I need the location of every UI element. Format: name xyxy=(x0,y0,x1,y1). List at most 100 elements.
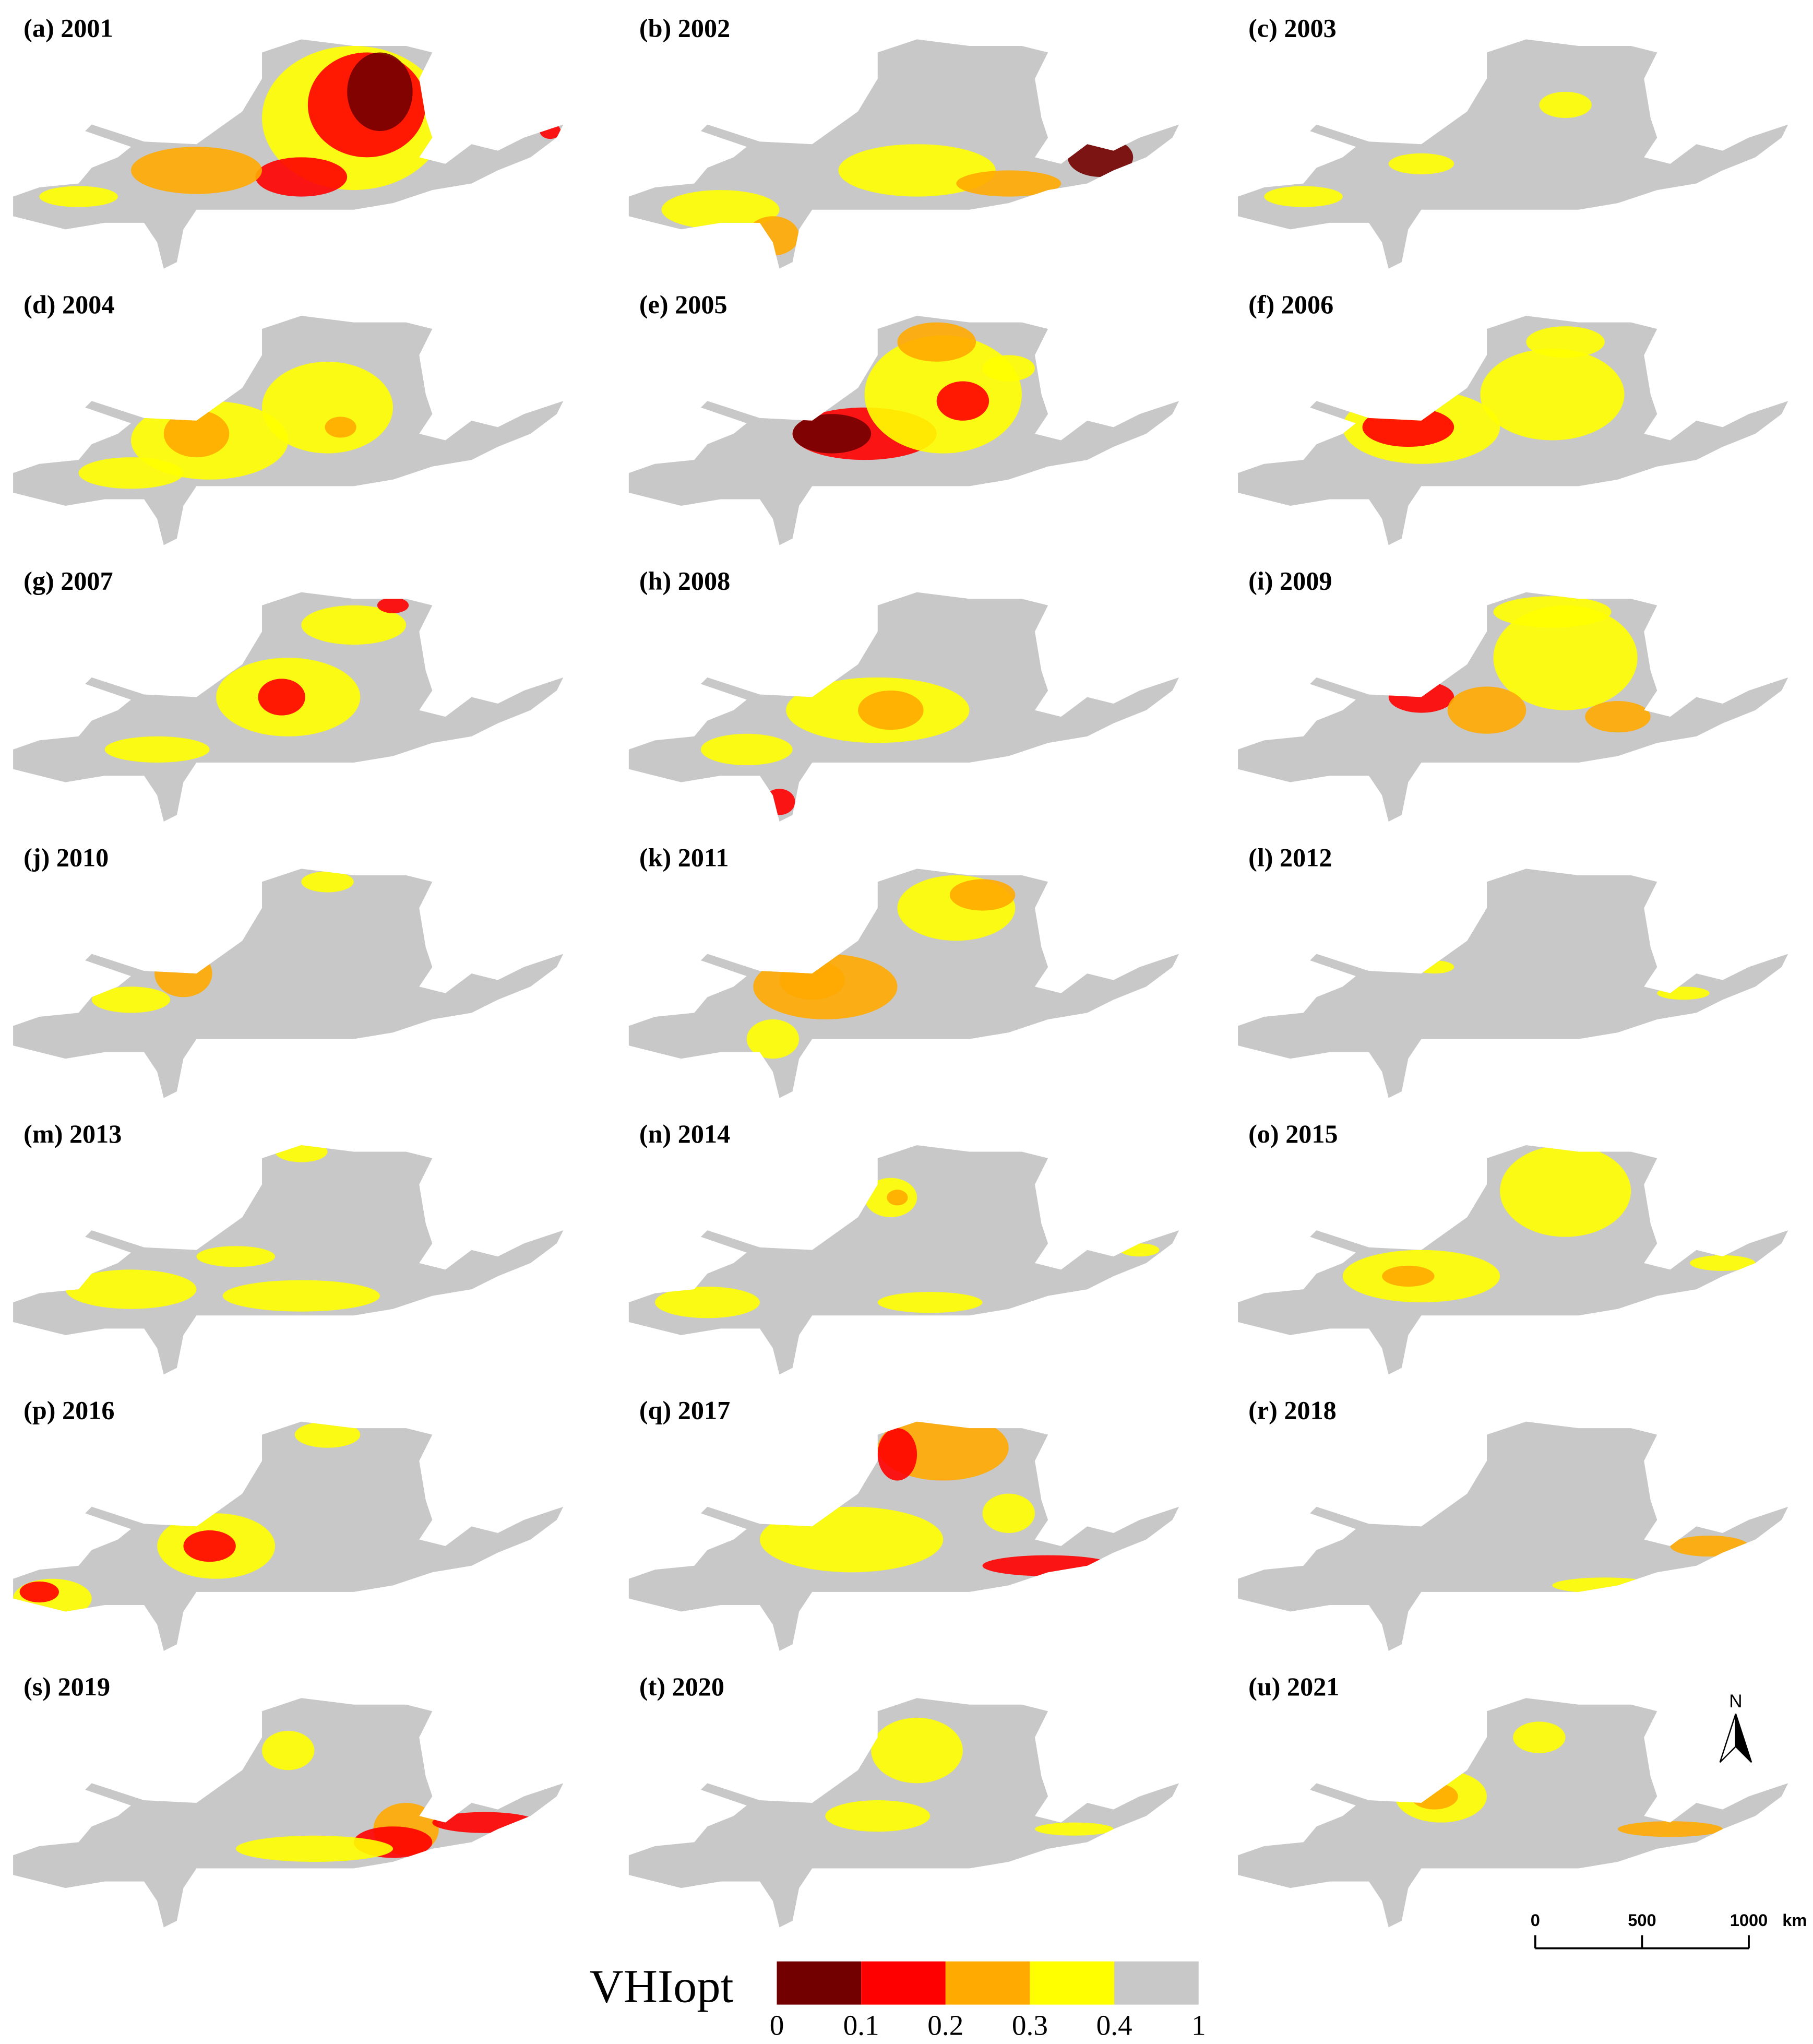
drought-patch xyxy=(1447,686,1526,734)
panel-label: (b) 2002 xyxy=(639,13,730,42)
drought-patch xyxy=(949,879,1016,911)
drought-patch xyxy=(255,157,348,197)
drought-patch xyxy=(746,216,800,256)
drought-patches xyxy=(78,361,393,489)
drought-patch xyxy=(812,65,865,92)
drought-patch xyxy=(779,960,845,1000)
legend-tick-label: 0.3 xyxy=(1012,2009,1048,2041)
drought-patch xyxy=(39,186,118,207)
legend-swatch xyxy=(777,1961,862,2005)
drought-patch xyxy=(258,679,305,716)
drought-patch xyxy=(1388,153,1454,174)
north-arrow: N xyxy=(1719,1691,1752,1763)
basin-map xyxy=(13,869,564,1098)
map-panel: (u) 2021 xyxy=(1238,1672,1788,1928)
scale-bar: km 0 500 1000 xyxy=(1531,1910,1807,1950)
map-panel: (k) 2011 xyxy=(628,842,1179,1098)
drought-patch xyxy=(661,190,780,230)
map-panel: (m) 2013 xyxy=(13,1119,564,1375)
drought-patch xyxy=(78,457,184,489)
drought-patch xyxy=(746,1019,800,1059)
basin-map xyxy=(628,39,1179,269)
basin-map xyxy=(1238,316,1788,545)
drought-patch xyxy=(104,736,210,763)
panels: (a) 2001 (b) 2002 (c) 2003 (d) 2004 (e) 2005… xyxy=(13,13,1788,1928)
drought-patch xyxy=(131,147,263,194)
basin-map xyxy=(1238,39,1788,269)
drought-patch xyxy=(1388,681,1454,713)
basin-map xyxy=(13,316,564,545)
panel-label: (m) 2013 xyxy=(23,1119,122,1148)
map-panel: (o) 2015 xyxy=(1238,1119,1788,1375)
drought-patch xyxy=(759,1506,944,1573)
panel-label: (d) 2004 xyxy=(23,290,114,319)
drought-patch xyxy=(301,605,407,645)
drought-patch xyxy=(1067,137,1134,177)
drought-patch xyxy=(262,1730,315,1770)
drought-patches xyxy=(746,875,1016,1059)
map-panel: (t) 2020 xyxy=(628,1672,1179,1928)
basin-map xyxy=(13,592,564,822)
map-panel: (a) 2001 xyxy=(13,13,564,269)
drought-patches xyxy=(655,1178,1160,1318)
panel-label: (n) 2014 xyxy=(639,1119,730,1148)
basin-shape xyxy=(13,1145,564,1375)
legend-tick-label: 0 xyxy=(770,2009,784,2041)
drought-patch xyxy=(540,123,561,139)
drought-patch xyxy=(1513,1721,1566,1753)
drought-patch xyxy=(294,1421,361,1448)
basin-map xyxy=(628,592,1179,822)
drought-patch xyxy=(1414,960,1454,974)
map-panel: (r) 2018 xyxy=(1238,1396,1788,1651)
panel-label: (j) 2010 xyxy=(23,842,109,872)
basin-map xyxy=(628,1421,1179,1651)
drought-patches xyxy=(235,1730,538,1862)
basin-shape xyxy=(1238,39,1788,269)
drought-patch xyxy=(235,1835,393,1862)
basin-map xyxy=(1238,1421,1788,1651)
drought-patch xyxy=(222,1280,380,1312)
drought-patch xyxy=(1362,407,1454,447)
drought-patch xyxy=(764,789,795,815)
drought-patch xyxy=(196,1246,276,1267)
drought-patch xyxy=(1034,1822,1114,1836)
drought-patch xyxy=(1120,1243,1160,1257)
drought-patches xyxy=(1264,91,1592,207)
drought-patch xyxy=(1670,1535,1749,1557)
drought-patch xyxy=(347,52,413,132)
north-label: N xyxy=(1729,1691,1742,1712)
map-panel: (p) 2016 xyxy=(13,1396,564,1651)
basin-map xyxy=(13,1421,564,1651)
basin-map xyxy=(1238,1698,1788,1928)
drought-patches xyxy=(39,45,561,207)
drought-patches xyxy=(91,871,354,1013)
panel-label: (h) 2008 xyxy=(639,566,730,596)
drought-patch xyxy=(1411,1783,1458,1810)
basin-map xyxy=(13,1145,564,1375)
drought-patch xyxy=(1526,326,1605,358)
drought-patch xyxy=(1552,1577,1657,1594)
map-panel: (f) 2006 xyxy=(1238,290,1788,545)
map-panel: (s) 2019 xyxy=(13,1672,564,1928)
legend-swatch xyxy=(1030,1961,1115,2005)
drought-patches xyxy=(792,322,1035,460)
basin-shape xyxy=(13,1421,564,1651)
drought-patch xyxy=(936,381,989,421)
panel-label: (u) 2021 xyxy=(1248,1672,1339,1701)
panel-label: (l) 2012 xyxy=(1248,842,1332,872)
drought-patch xyxy=(183,1530,236,1562)
drought-patch xyxy=(154,949,212,997)
panel-label: (e) 2005 xyxy=(639,290,727,319)
drought-patch xyxy=(163,410,230,458)
drought-patch xyxy=(1617,1821,1723,1837)
drought-patch xyxy=(982,355,1035,382)
drought-patch xyxy=(982,1555,1114,1576)
drought-patch xyxy=(1480,348,1625,441)
drought-patch xyxy=(858,690,924,730)
scale-tick-label: 500 xyxy=(1628,1910,1656,1930)
drought-patch xyxy=(982,1493,1035,1533)
basin-map xyxy=(1238,1145,1788,1375)
drought-patch xyxy=(65,1269,197,1309)
scale-unit: km xyxy=(1782,1910,1807,1930)
